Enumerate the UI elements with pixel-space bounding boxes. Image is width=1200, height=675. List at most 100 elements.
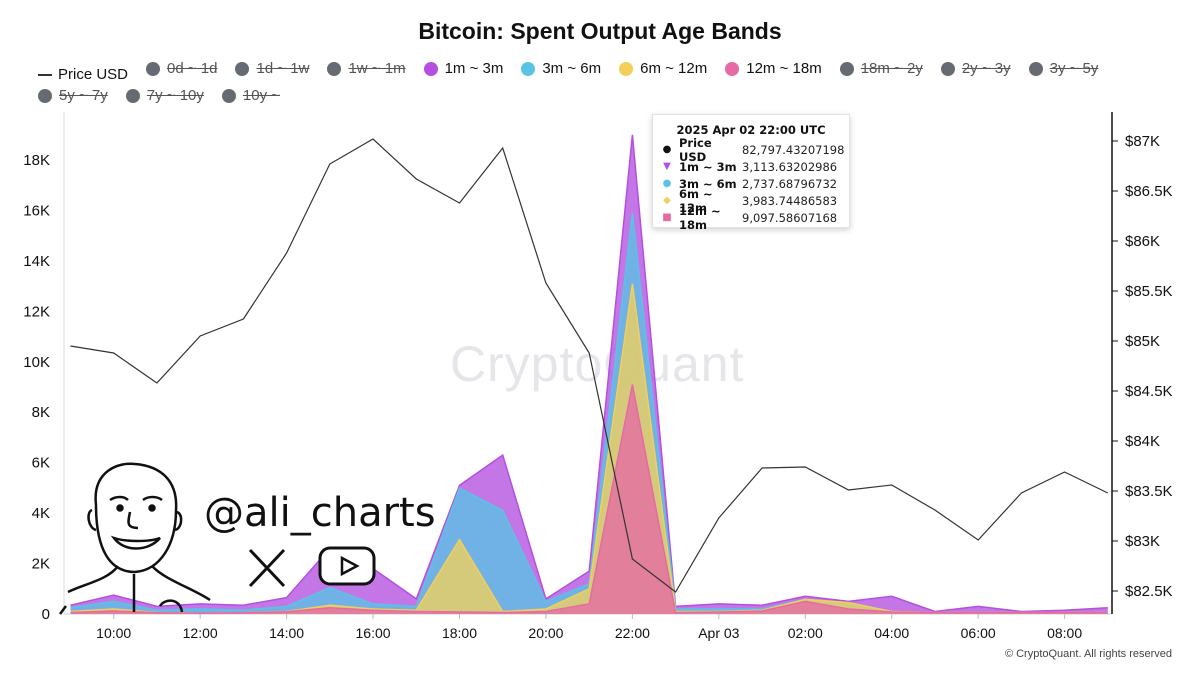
y-right-tick-label: $83.5K [1125, 483, 1173, 500]
legend-dot-icon [423, 61, 438, 76]
x-tick-label: 12:00 [183, 625, 218, 641]
series-line-3m-to-6m [70, 212, 1108, 614]
y-left-tick-label: 16K [23, 202, 50, 219]
y-left-tick-label: 14K [23, 253, 50, 270]
tooltip-series-name: Price USD [679, 135, 712, 164]
y-right-tick-label: $86.5K [1125, 183, 1173, 200]
y-left-tick-label: 4K [32, 505, 50, 522]
legend-dot-icon [619, 61, 634, 76]
legend-item[interactable]: 3m ~ 6m [521, 58, 601, 79]
legend-item[interactable]: 12m ~ 18m [725, 58, 822, 79]
legend-dot-icon [521, 61, 536, 76]
tooltip-square-marker-icon: ■ [662, 212, 672, 223]
legend-item[interactable]: 2y ~ 3y [940, 58, 1011, 79]
tooltip-series-name: 6m ~ 12m [679, 186, 713, 215]
legend-label: 1d ~ 1w [256, 60, 310, 77]
tooltip-title: 2025 Apr 02 22:00 UTC [676, 123, 826, 137]
series-line-1m-to-3m [70, 134, 1108, 613]
tooltip-value: 3,113.63202986 [742, 159, 838, 174]
y-right-tick-label: $85K [1125, 333, 1160, 350]
legend-dot-icon [235, 61, 250, 76]
tooltip-value: 82,797.43207198 [742, 142, 845, 157]
y-left-tick-label: 8K [32, 404, 50, 421]
legend-dot-icon [839, 61, 854, 76]
x-logo-icon [248, 548, 286, 588]
series-line-12m-to-18m [70, 384, 1108, 614]
hover-tooltip: 2025 Apr 02 22:00 UTC ● Price USD 82,797… [652, 114, 850, 232]
youtube-icon [318, 546, 376, 586]
legend-item[interactable]: 1d ~ 1w [235, 58, 309, 79]
tooltip-row: ■ 12m ~ 18m 9,097.58607168 [653, 204, 849, 232]
legend-label: 2y ~ 3y [961, 60, 1011, 77]
tooltip-series-name: 3m ~ 6m [679, 176, 737, 191]
tooltip-diamond-marker-icon: ◆ [663, 195, 671, 206]
legend-item[interactable]: 10y ~ [221, 85, 281, 106]
author-handle: @ali_charts [204, 490, 436, 536]
tooltip-row: ◆ 6m ~ 12m 3,983.74486583 [653, 187, 849, 215]
y-right-tick-label: $87K [1125, 133, 1160, 150]
legend-item[interactable]: 0d ~ 1d [146, 58, 217, 79]
legend-dot-icon [940, 61, 955, 76]
x-tick-label: 14:00 [269, 625, 304, 641]
y-right-tick-label: $83K [1125, 533, 1160, 550]
legend-label: 3y ~ 5y [1049, 60, 1099, 77]
legend-item[interactable]: 1w ~ 1m [327, 58, 406, 79]
y-left-tick-label: 18K [23, 152, 50, 169]
y-right-tick-label: $82.5K [1125, 583, 1173, 600]
chart-title: Bitcoin: Spent Output Age Bands [418, 18, 782, 44]
price-line [70, 138, 1109, 593]
tooltip-series-name: 12m ~ 18m [679, 203, 721, 232]
tooltip-row: ● Price USD 82,797.43207198 [653, 136, 849, 164]
legend-dot-icon [221, 88, 236, 103]
y-left-tick-label: 10K [23, 354, 50, 371]
legend-label: Price USD [58, 66, 129, 84]
legend-label: 0d ~ 1d [167, 60, 218, 77]
legend-dot-icon [146, 61, 161, 76]
legend-dot-icon [1028, 61, 1043, 76]
x-tick-label: 04:00 [874, 625, 909, 641]
y-right-tick-label: $84.5K [1125, 383, 1173, 400]
tooltip-row: ▼ 1m ~ 3m 3,113.63202986 [653, 158, 849, 175]
x-tick-label: 20:00 [528, 625, 563, 641]
copyright-notice: © CryptoQuant. All rights reserved [1004, 648, 1172, 660]
x-tick-label: 16:00 [356, 625, 391, 641]
legend-item[interactable]: 3y ~ 5y [1028, 58, 1099, 79]
tooltip-triangle-marker-icon: ▼ [663, 161, 671, 172]
legend-item[interactable]: 7y ~ 10y [125, 85, 204, 106]
tooltip-price-marker-icon: ● [662, 144, 672, 155]
x-tick-label: 08:00 [1047, 625, 1082, 641]
y-left-tick-label: 2K [32, 556, 50, 573]
legend-item[interactable]: 5y ~ 7y [38, 85, 108, 106]
legend-item[interactable]: Price USD [38, 64, 128, 85]
tooltip-circle-marker-icon: ● [662, 178, 672, 189]
x-tick-label: Apr 03 [698, 625, 739, 641]
legend-label: 18m ~ 2y [860, 60, 923, 77]
x-tick-label: 10:00 [96, 625, 131, 641]
axes-layer: 0 2K 4K 6K 8K 10K 12K 14K 16K 18K $82.5K $83K $83.5K… [23, 133, 1172, 641]
legend-dot-icon [38, 88, 52, 103]
y-left-tick-label: 12K [23, 303, 50, 320]
legend-label: 7y ~ 10y [146, 87, 204, 105]
tooltip-row: ● 3m ~ 6m 2,737.68796732 [653, 175, 849, 192]
legend-item[interactable]: 1m ~ 3m [423, 58, 503, 79]
tooltip-value: 3,983.74486583 [742, 193, 838, 208]
legend-item[interactable]: 18m ~ 2y [839, 58, 923, 79]
legend-item[interactable]: 6m ~ 12m [619, 58, 707, 79]
legend: Price USD 0d ~ 1d 1d ~ 1w 1w ~ 1m 1m ~ 3m 3m … [38, 58, 1178, 109]
y-left-tick-label: 0 [42, 606, 50, 623]
legend-label: 6m ~ 12m [640, 60, 708, 77]
legend-dot-icon [125, 88, 140, 103]
watermark: CryptoQuant [450, 336, 745, 392]
legend-dot-icon [327, 61, 342, 76]
area-layer [70, 134, 1108, 615]
legend-label: 10y ~ [242, 87, 281, 105]
y-left-tick-label: 6K [32, 455, 50, 472]
legend-label: 12m ~ 18m [746, 60, 822, 77]
legend-dot-icon [725, 61, 740, 76]
y-right-tick-label: $85.5K [1125, 283, 1173, 300]
x-tick-label: 02:00 [788, 625, 823, 641]
tooltip-value: 9,097.58607168 [742, 210, 838, 225]
grid-layer [63, 112, 1113, 615]
legend-label: 5y ~ 7y [59, 87, 108, 105]
